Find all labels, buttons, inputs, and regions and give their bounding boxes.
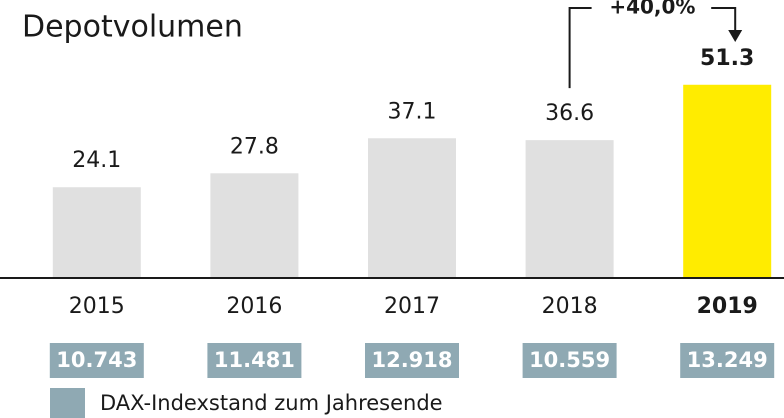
index-box — [522, 343, 617, 378]
bar — [525, 140, 614, 278]
legend-label: DAX-Indexstand zum Jahresende — [100, 391, 443, 415]
value-label: 51.3 — [700, 46, 754, 71]
index-box — [680, 343, 775, 378]
bar — [368, 138, 456, 278]
value-label: 36.6 — [545, 101, 594, 126]
x-tick-label: 2015 — [69, 294, 125, 319]
legend-swatch — [50, 388, 85, 418]
x-tick-label: 2018 — [542, 294, 598, 319]
index-label: 11.481 — [214, 348, 295, 372]
x-tick-label: 2019 — [697, 294, 758, 319]
chart-title: Depotvolumen — [22, 10, 243, 45]
x-tick-label: 2016 — [226, 294, 282, 319]
bar — [52, 187, 141, 278]
index-label: 13.249 — [687, 348, 768, 372]
index-label: 10.559 — [529, 348, 610, 372]
index-box — [49, 343, 144, 378]
bar — [210, 173, 299, 278]
annotation-bracket — [568, 7, 737, 89]
annotation-arrow — [728, 30, 743, 42]
index-box — [207, 343, 302, 378]
annotation: +40,0% — [609, 0, 695, 19]
bar — [683, 84, 772, 279]
value-label: 24.1 — [72, 148, 121, 173]
index-box — [365, 343, 459, 378]
x-tick-label: 2017 — [384, 294, 440, 319]
index-label: 12.918 — [371, 348, 452, 372]
value-label: 27.8 — [230, 134, 279, 159]
value-label: 37.1 — [388, 99, 437, 124]
index-label: 10.743 — [56, 348, 137, 372]
